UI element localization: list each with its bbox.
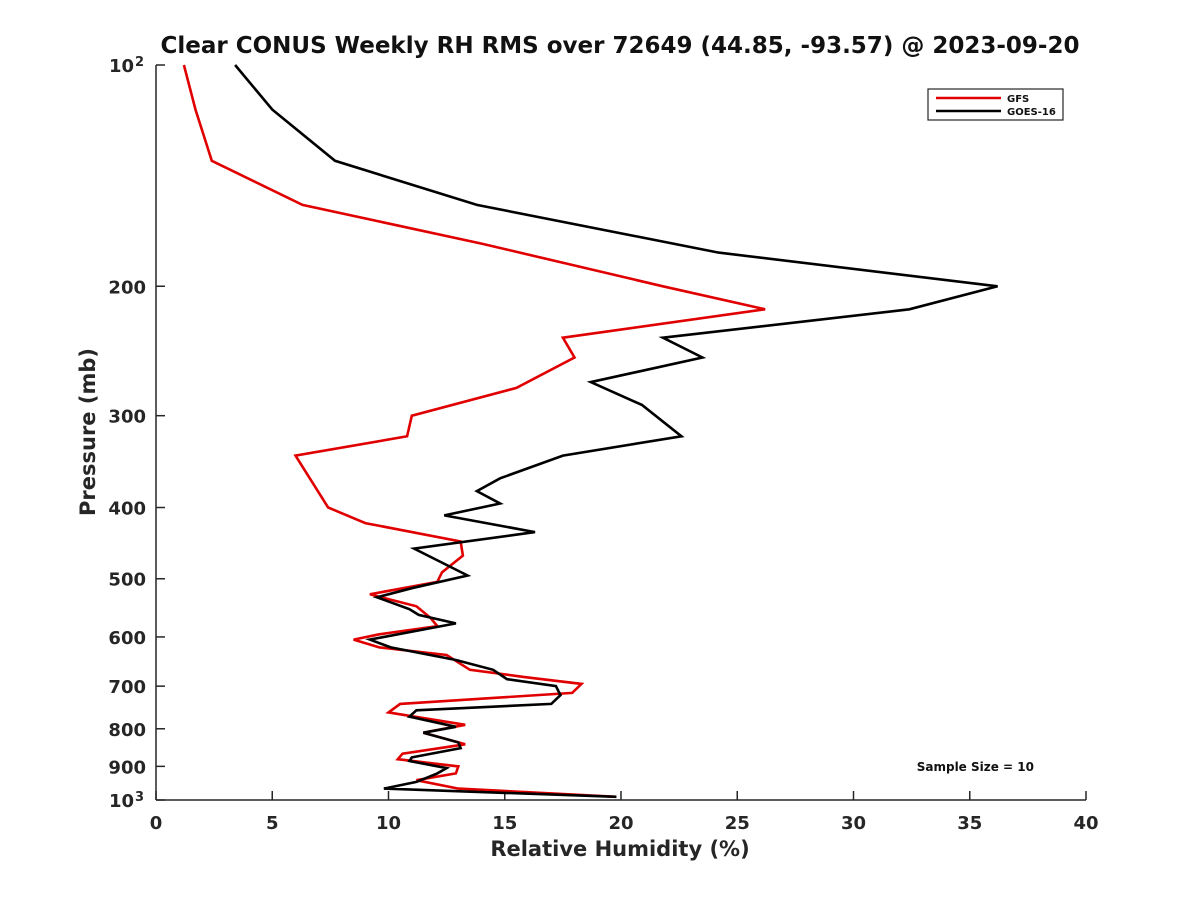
x-tick-label: 25 xyxy=(725,813,750,834)
y-tick-label: 10 xyxy=(109,791,134,812)
x-axis-label: Relative Humidity (%) xyxy=(490,837,749,861)
x-tick-label: 5 xyxy=(266,813,279,834)
legend-label: GOES-16 xyxy=(1007,107,1056,118)
y-tick-exponent: 3 xyxy=(135,790,144,805)
y-tick-label: 300 xyxy=(108,407,146,428)
plot-area: 0 5 10 15 20 25 30 35 40 10 220030040050060070080… xyxy=(108,55,1098,834)
x-tick-label: 35 xyxy=(957,813,982,834)
x-tick-label: 0 xyxy=(150,813,163,834)
y-tick-label: 900 xyxy=(108,757,146,778)
y-tick-label: 500 xyxy=(108,570,146,591)
sample-size-annotation: Sample Size = 10 xyxy=(917,760,1034,774)
x-tick-label: 15 xyxy=(492,813,517,834)
y-tick-label: 600 xyxy=(108,628,146,649)
x-ticks: 0 5 10 15 20 25 30 35 40 xyxy=(150,791,1099,834)
chart-title: Clear CONUS Weekly RH RMS over 72649 (44… xyxy=(161,33,1080,59)
y-tick-label: 200 xyxy=(108,277,146,298)
x-tick-label: 40 xyxy=(1073,813,1098,834)
y-tick-exponent: 2 xyxy=(135,55,144,70)
x-tick-label: 30 xyxy=(841,813,866,834)
x-tick-label: 20 xyxy=(608,813,633,834)
y-tick-label: 400 xyxy=(108,499,146,520)
x-tick-label: 10 xyxy=(376,813,401,834)
y-tick-label: 700 xyxy=(108,677,146,698)
legend-label: GFS xyxy=(1007,94,1029,105)
legend: GFS GOES-16 xyxy=(927,88,1064,121)
series-lines xyxy=(182,64,998,799)
y-axis-label: Pressure (mb) xyxy=(76,348,100,516)
y-tick-label: 10 xyxy=(109,56,134,77)
legend-box xyxy=(927,88,1064,121)
series-line-gfs xyxy=(182,64,766,799)
series-line-goes-16 xyxy=(234,64,998,799)
y-tick-label: 800 xyxy=(108,720,146,741)
